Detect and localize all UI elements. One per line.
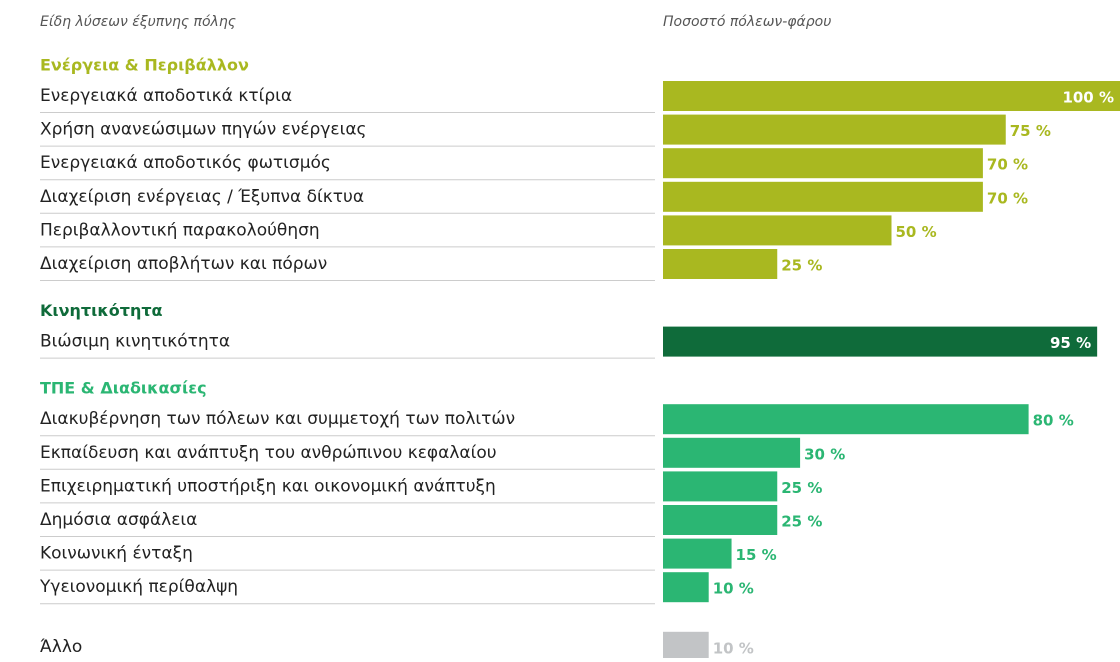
category-label: Περιβαλλοντική παρακολούθηση bbox=[40, 220, 320, 240]
value-label: 25 % bbox=[781, 513, 822, 531]
bar bbox=[663, 505, 778, 535]
group-title: ΤΠΕ & Διαδικασίες bbox=[40, 379, 207, 398]
bar bbox=[663, 404, 1029, 435]
value-label: 25 % bbox=[781, 257, 822, 275]
value-label: 70 % bbox=[987, 189, 1028, 207]
bar bbox=[663, 81, 1120, 111]
group-title: Κινητικότητα bbox=[40, 301, 163, 320]
label-header: Είδη λύσεων έξυπνης πόλης bbox=[40, 14, 236, 30]
category-label: Διακυβέρνηση των πόλεων και συμμετοχή τω… bbox=[40, 409, 515, 429]
value-label: 15 % bbox=[736, 546, 777, 564]
value-label: 95 % bbox=[1050, 334, 1091, 352]
category-label: Εκπαίδευση και ανάπτυξη του ανθρώπινου κ… bbox=[40, 443, 497, 463]
category-label: Δημόσια ασφάλεια bbox=[40, 510, 197, 530]
value-label: 100 % bbox=[1062, 89, 1114, 107]
bar bbox=[663, 181, 983, 212]
bar bbox=[663, 437, 801, 468]
value-label: 30 % bbox=[804, 445, 845, 463]
category-label: Ενεργειακά αποδοτικά κτίρια bbox=[40, 86, 292, 106]
bar bbox=[663, 326, 1098, 357]
category-label: Ενεργειακά αποδοτικός φωτισμός bbox=[40, 153, 331, 173]
value-label: 70 % bbox=[987, 156, 1028, 174]
category-label: Επιχειρηματική υποστήριξη και οικονομική… bbox=[40, 476, 496, 496]
bar bbox=[663, 471, 778, 502]
value-label: 75 % bbox=[1010, 122, 1051, 140]
group-title: Ενέργεια & Περιβάλλον bbox=[40, 56, 249, 75]
bar bbox=[663, 249, 778, 279]
bar bbox=[663, 631, 709, 662]
value-label: 50 % bbox=[896, 223, 937, 241]
value-label: 80 % bbox=[1033, 412, 1074, 430]
bar bbox=[663, 215, 892, 246]
category-label: Κοινωνική ένταξη bbox=[40, 544, 193, 564]
bar bbox=[663, 538, 732, 569]
value-label: 10 % bbox=[713, 580, 754, 598]
category-label: Χρήση ανανεώσιμων πηγών ενέργειας bbox=[40, 120, 367, 140]
bar bbox=[663, 114, 1006, 145]
category-label: Διαχείριση αποβλήτων και πόρων bbox=[40, 254, 327, 274]
category-label: Διαχείριση ενέργειας / Έξυπνα δίκτυα bbox=[40, 187, 364, 207]
category-label: Άλλο bbox=[40, 637, 82, 657]
value-header: Ποσοστό πόλεων-φάρου bbox=[663, 14, 831, 30]
bar bbox=[663, 572, 709, 603]
value-label: 25 % bbox=[781, 479, 822, 497]
category-label: Υγειονομική περίθαλψη bbox=[39, 577, 238, 597]
value-label: 10 % bbox=[713, 639, 754, 657]
category-label: Βιώσιμη κινητικότητα bbox=[40, 332, 230, 352]
bar bbox=[663, 148, 983, 179]
